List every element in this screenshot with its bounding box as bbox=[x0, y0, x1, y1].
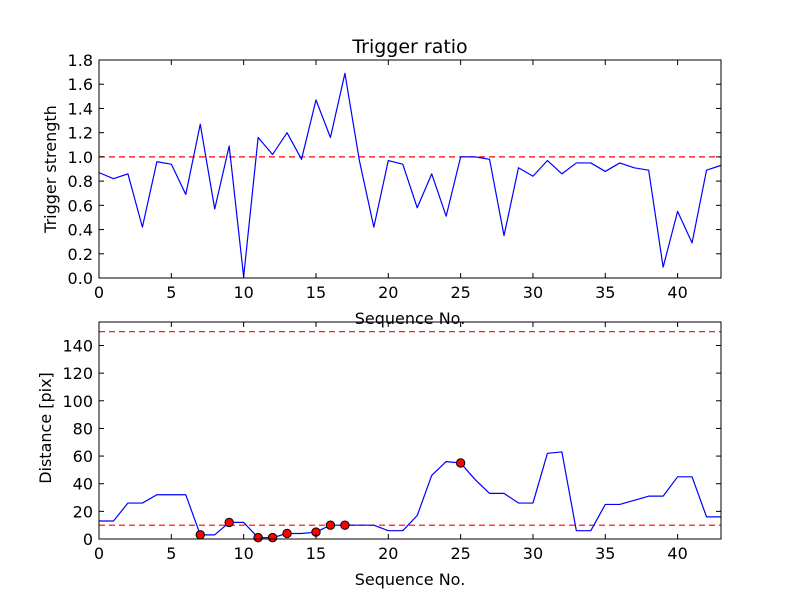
x-tick-label: 35 bbox=[595, 283, 615, 302]
y-tick-label: 20 bbox=[73, 502, 93, 521]
x-axis-label: Sequence No. bbox=[355, 309, 466, 328]
x-axis-label: Sequence No. bbox=[355, 570, 466, 589]
y-tick-label: 0.4 bbox=[68, 221, 93, 240]
data-point-marker bbox=[282, 528, 292, 539]
data-point-marker bbox=[224, 517, 234, 528]
x-tick-label: 5 bbox=[166, 283, 176, 302]
x-tick-label: 0 bbox=[94, 544, 104, 563]
x-tick-label: 10 bbox=[233, 283, 253, 302]
y-tick-label: 140 bbox=[62, 336, 93, 355]
y-tick-label: 1.0 bbox=[68, 148, 93, 167]
x-tick-label: 25 bbox=[450, 544, 470, 563]
y-tick-label: 60 bbox=[73, 447, 93, 466]
chart-title: Trigger ratio bbox=[351, 36, 467, 58]
x-tick-label: 15 bbox=[306, 544, 326, 563]
plot-area: 0 5 10 15 20 25 30 35 40 0.0 0.2 0.4 0.6 0.8 1.0 1.2 1.4… bbox=[68, 51, 722, 302]
distance-chart: Sequence No. Distance [pix] 0 5 10 15 20 25 30… bbox=[36, 321, 722, 589]
y-tick-label: 0.8 bbox=[68, 172, 93, 191]
y-axis-label: Trigger strength bbox=[41, 105, 60, 234]
data-point-marker bbox=[195, 530, 205, 540]
x-tick-label: 0 bbox=[94, 283, 104, 302]
trigger-ratio-chart: Trigger ratio Sequence No. Trigger stren… bbox=[41, 36, 722, 328]
y-tick-label: 0 bbox=[83, 530, 93, 549]
y-tick-label: 0.2 bbox=[68, 245, 93, 264]
y-tick-label: 0.0 bbox=[68, 269, 93, 288]
y-axis-label: Distance [pix] bbox=[36, 372, 55, 484]
x-tick-label: 40 bbox=[667, 544, 687, 563]
y-tick-label: 1.8 bbox=[68, 51, 93, 70]
y-tick-label: 1.6 bbox=[68, 75, 93, 94]
data-point-marker bbox=[340, 520, 350, 530]
x-tick-label: 30 bbox=[523, 283, 543, 302]
y-tick-label: 120 bbox=[62, 364, 93, 383]
data-point-marker bbox=[325, 520, 336, 530]
x-tick-label: 20 bbox=[378, 544, 398, 563]
axes-frame bbox=[98, 321, 722, 540]
x-tick-label: 35 bbox=[595, 544, 615, 563]
series-line bbox=[98, 72, 722, 278]
y-tick-label: 40 bbox=[73, 475, 93, 494]
y-tick-label: 0.6 bbox=[68, 196, 93, 215]
y-tick-label: 1.2 bbox=[68, 124, 93, 143]
x-tick-label: 15 bbox=[306, 283, 326, 302]
x-tick-label: 10 bbox=[233, 544, 253, 563]
x-tick-label: 20 bbox=[378, 283, 398, 302]
y-tick-label: 100 bbox=[62, 392, 93, 411]
axes-frame bbox=[98, 59, 722, 279]
data-point-marker bbox=[455, 458, 466, 468]
y-tick-label: 80 bbox=[73, 419, 93, 438]
plot-area: 0 5 10 15 20 25 30 35 40 0 20 40 60 80 100 120 140 bbox=[62, 321, 722, 563]
x-tick-label: 5 bbox=[166, 544, 176, 563]
x-tick-label: 25 bbox=[450, 283, 470, 302]
x-tick-label: 30 bbox=[523, 544, 543, 563]
y-tick-label: 1.4 bbox=[68, 99, 93, 118]
data-point-marker bbox=[253, 532, 263, 543]
data-point-marker bbox=[267, 532, 278, 543]
x-tick-label: 40 bbox=[667, 283, 687, 302]
